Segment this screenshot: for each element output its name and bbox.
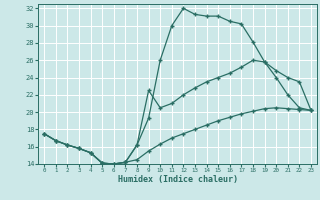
X-axis label: Humidex (Indice chaleur): Humidex (Indice chaleur) <box>118 175 238 184</box>
